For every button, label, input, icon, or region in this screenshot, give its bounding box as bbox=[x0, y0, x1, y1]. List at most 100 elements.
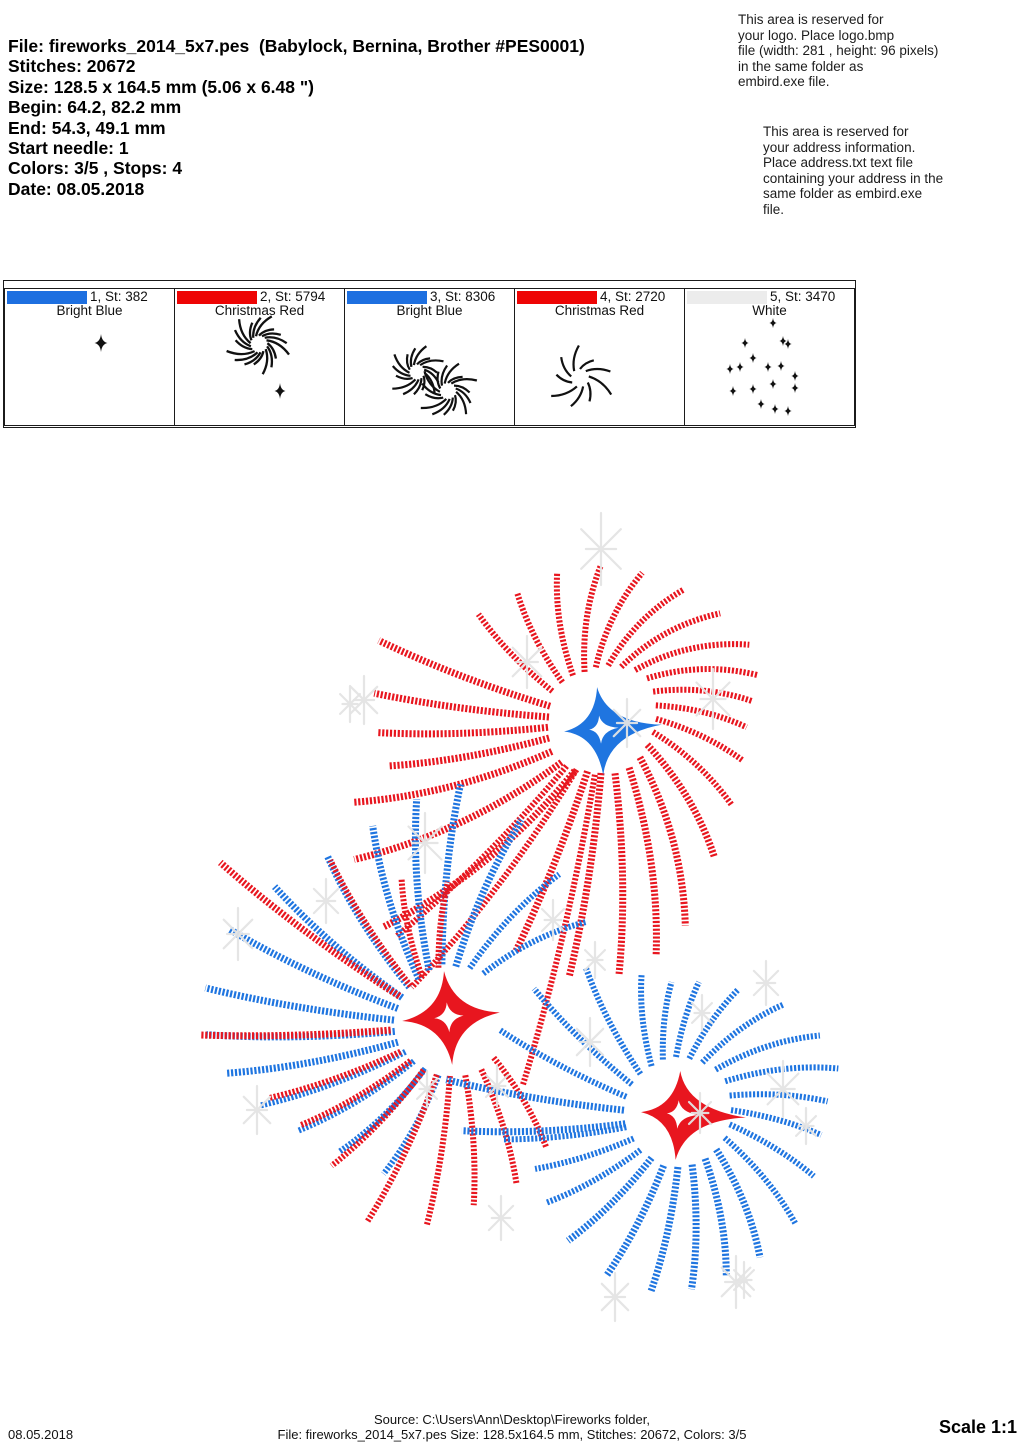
thumb-star bbox=[779, 336, 787, 346]
footer-date: 08.05.2018 bbox=[8, 1427, 74, 1442]
thumb-star bbox=[764, 362, 772, 372]
logo-note-line-4: in the same folder as bbox=[738, 58, 864, 74]
thread-color-name: Bright Blue bbox=[56, 303, 123, 318]
color-step-thumbnail bbox=[391, 345, 478, 416]
address-note-line-5: same folder as embird.exe bbox=[763, 186, 923, 201]
step-stitch-count: 5, St: 3470 bbox=[770, 289, 836, 304]
thumb-star bbox=[749, 384, 757, 394]
file-info-line-2: Stitches: 20672 bbox=[8, 56, 136, 77]
white-sparkle-stitch bbox=[540, 898, 566, 942]
white-sparkle-stitch bbox=[752, 959, 780, 1007]
firework-top-red bbox=[353, 563, 759, 1087]
white-sparkle-stitch bbox=[583, 940, 607, 980]
thread-color-bar bbox=[687, 291, 767, 304]
white-sparkle-stitch bbox=[487, 1194, 515, 1242]
logo-note-line-2: your logo. Place logo.bmp bbox=[738, 27, 895, 43]
color-step-cell-5: 5, St: 3470 White bbox=[684, 288, 855, 426]
color-step-cell-1: 1, St: 382 Bright Blue bbox=[4, 288, 175, 426]
step-stitch-count: 2, St: 5794 bbox=[260, 289, 326, 304]
thumb-star bbox=[771, 404, 779, 414]
white-sparkle-stitch bbox=[222, 906, 254, 962]
footer-summary: Source: C:\Users\Ann\Desktop\Fireworks f… bbox=[0, 1412, 1024, 1442]
thumb-star bbox=[274, 383, 286, 399]
white-sparkle-stitch bbox=[766, 1059, 800, 1119]
address-note-line-1: This area is reserved for bbox=[763, 124, 909, 139]
white-sparkle-stitch bbox=[312, 877, 340, 925]
white-sparkle-stitch bbox=[511, 634, 543, 690]
thread-color-name: Christmas Red bbox=[554, 303, 645, 318]
thumb-star bbox=[791, 371, 799, 381]
color-step-cell-4: 4, St: 2720 Christmas Red bbox=[514, 288, 685, 426]
red-star-center-left bbox=[402, 971, 500, 1065]
white-sparkle-stitch bbox=[687, 1091, 713, 1135]
white-sparkle-stitch bbox=[575, 1016, 605, 1068]
file-info-block: File: fireworks_2014_5x7.pes (Babylock, … bbox=[8, 36, 585, 199]
white-sparkle-stitch bbox=[612, 697, 642, 749]
color-sequence-table: 1, St: 382 Bright Blue 2, St: 5794 Christma… bbox=[3, 280, 856, 428]
thread-color-name: Christmas Red bbox=[214, 303, 305, 318]
color-step-cell-3: 3, St: 8306 Bright Blue bbox=[344, 288, 515, 426]
file-info-line-1: File: fireworks_2014_5x7.pes (Babylock, … bbox=[8, 36, 585, 56]
step-stitch-count: 4, St: 2720 bbox=[600, 289, 666, 304]
thumb-star bbox=[94, 334, 108, 352]
white-sparkle-stitch bbox=[732, 1260, 756, 1300]
logo-note-line-3: file (width: 281 , height: 96 pixels) bbox=[738, 43, 939, 58]
thumb-star bbox=[749, 353, 757, 363]
thread-color-name: Bright Blue bbox=[396, 303, 463, 318]
address-note-line-6: file. bbox=[763, 201, 785, 217]
thread-color-bar bbox=[7, 291, 87, 304]
logo-note-line-1: This area is reserved for bbox=[738, 12, 884, 27]
white-sparkle-stitch bbox=[720, 1254, 752, 1310]
thread-color-bar bbox=[177, 291, 257, 304]
file-info-line-3: Size: 128.5 x 164.5 mm (5.06 x 6.48 ") bbox=[8, 76, 314, 97]
thumb-star bbox=[769, 318, 777, 328]
firework-bottomright-blue bbox=[445, 966, 839, 1294]
white-sparkle-stitch bbox=[600, 1271, 630, 1323]
logo-note-line-5: embird.exe file. bbox=[738, 74, 830, 89]
color-step-cell-2: 2, St: 5794 Christmas Red bbox=[174, 288, 345, 426]
footer-file-line: File: fireworks_2014_5x7.pes Size: 128.5… bbox=[277, 1427, 747, 1442]
footer-scale: Scale 1:1 bbox=[938, 1417, 1017, 1437]
red-star-center-bottomright bbox=[641, 1071, 746, 1160]
file-info-line-8: Date: 08.05.2018 bbox=[8, 178, 145, 199]
white-sparkle-stitch bbox=[242, 1084, 272, 1136]
file-info-line-7: Colors: 3/5 , Stops: 4 bbox=[8, 158, 183, 179]
thumb-star bbox=[741, 338, 749, 348]
file-info-line-4: Begin: 64.2, 82.2 mm bbox=[8, 97, 182, 118]
thread-color-name: White bbox=[752, 303, 787, 318]
thumb-star bbox=[791, 383, 799, 393]
step-stitch-count: 1, St: 382 bbox=[90, 289, 148, 304]
white-sparkle-stitch bbox=[407, 811, 443, 875]
thumb-star bbox=[777, 361, 785, 371]
thumb-star bbox=[784, 406, 792, 416]
thread-color-bar bbox=[517, 291, 597, 304]
color-step-thumbnail bbox=[551, 344, 613, 408]
white-sparkle-stitch bbox=[690, 993, 714, 1033]
white-sparkle-stitch bbox=[580, 511, 622, 587]
color-step-thumbnail bbox=[726, 318, 799, 416]
white-sparkle-stitch bbox=[339, 684, 361, 724]
thumb-star bbox=[784, 339, 792, 349]
logo-placeholder-note: This area is reserved for your logo. Plac… bbox=[738, 12, 938, 90]
white-sparkle-stitch bbox=[416, 1069, 438, 1109]
file-info-line-5: End: 54.3, 49.1 mm bbox=[8, 117, 166, 138]
blue-star-center bbox=[564, 687, 662, 775]
thumb-star bbox=[769, 379, 777, 389]
footer-source-line: Source: C:\Users\Ann\Desktop\Fireworks f… bbox=[374, 1412, 650, 1427]
white-sparkle-stitch bbox=[794, 1106, 818, 1146]
thread-color-bar bbox=[347, 291, 427, 304]
address-note-line-2: your address information. bbox=[763, 139, 916, 155]
white-sparkle-stitch bbox=[695, 667, 731, 731]
file-info-line-6: Start needle: 1 bbox=[8, 138, 129, 159]
thumb-star bbox=[729, 386, 737, 396]
address-placeholder-note: This area is reserved for your address in… bbox=[763, 124, 943, 217]
address-note-line-4: containing your address in the bbox=[763, 170, 944, 186]
step-stitch-count: 3, St: 8306 bbox=[430, 289, 496, 304]
color-step-thumbnail bbox=[94, 334, 108, 352]
thumb-star bbox=[726, 364, 734, 374]
color-sequence-row: 1, St: 382 Bright Blue 2, St: 5794 Christma… bbox=[4, 288, 855, 426]
white-sparkle-stitch bbox=[484, 1064, 510, 1108]
address-note-line-3: Place address.txt text file bbox=[763, 155, 914, 170]
